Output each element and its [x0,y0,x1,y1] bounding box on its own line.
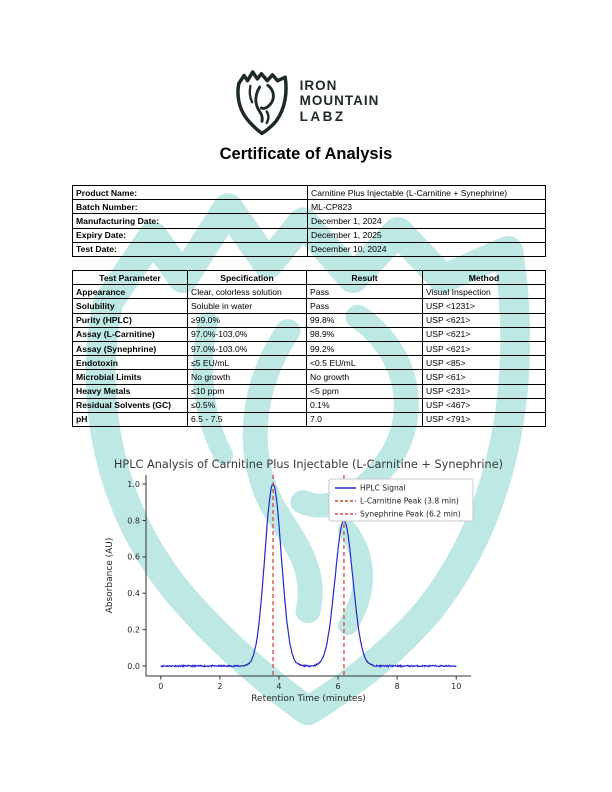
hplc-chromatogram-chart: HPLC Analysis of Carnitine Plus Injectab… [105,458,503,704]
svg-text:0.4: 0.4 [127,589,140,598]
specification-cell: 6.5 - 7.5 [187,411,307,428]
test-parameter-cell: Assay (Synephrine) [72,340,188,357]
specification-cell: Clear, colorless solution [187,284,307,300]
brand-header: IRON MOUNTAIN LABZ [0,66,612,136]
result-cell: 0.1% [306,397,423,413]
method-cell: USP <621> [422,312,546,328]
svg-text:Synephrine Peak (6.2 min): Synephrine Peak (6.2 min) [360,510,461,519]
table-row: Endotoxin ≤5 EU/mL <0.5 EU/mL USP <85> [72,355,546,371]
svg-text:L-Carnitine Peak (3.8 min): L-Carnitine Peak (3.8 min) [360,497,459,506]
svg-text:4: 4 [276,682,281,691]
brand-wordmark: IRON MOUNTAIN LABZ [300,78,380,125]
test-parameter-cell: Heavy Metals [72,383,188,399]
result-cell: Pass [306,284,423,300]
field-value: Carnitine Plus Injectable (L-Carnitine +… [307,184,546,201]
svg-text:0.6: 0.6 [127,553,140,562]
result-cell: 7.0 [306,411,423,428]
result-cell: <5 ppm [306,383,423,399]
test-parameter-cell: Assay (L-Carnitine) [72,326,188,342]
specification-cell: ≤5 EU/mL [187,355,307,371]
specification-cell: Soluble in water [187,298,307,314]
brand-word-iron: IRON [299,77,338,93]
test-parameter-cell: Residual Solvents (GC) [72,397,188,413]
method-cell: Visual Inspection [422,284,546,300]
table-row: Residual Solvents (GC) ≤0.5% 0.1% USP <4… [72,397,546,413]
specification-cell: ≤10 ppm [187,383,307,399]
method-cell: USP <467> [422,397,546,413]
brand-word-labz: LABZ [299,108,346,124]
specification-cell: ≥99.0% [187,312,307,328]
field-value: December 10, 2024 [307,241,546,257]
col-header-result: Result [306,269,423,286]
specification-cell: ≤0.5% [187,397,307,413]
result-cell: <0.5 EU/mL [306,355,423,371]
table-header-row: Test Parameter Specification Result Meth… [72,269,546,286]
table-row: Product Name: Carnitine Plus Injectable … [72,184,546,201]
field-label: Test Date: [72,241,308,257]
table-row: Expiry Date: December 1, 2025 [72,227,546,243]
specification-cell: 97.0%-103.0% [187,340,307,357]
table-row: pH 6.5 - 7.5 7.0 USP <791> [72,411,546,428]
field-value: December 1, 2024 [307,213,546,229]
col-header-specification: Specification [187,269,307,286]
test-results-table: Test Parameter Specification Result Meth… [72,269,546,428]
field-label: Manufacturing Date: [72,213,308,229]
specification-cell: 97.0%-103.0% [187,326,307,342]
svg-text:1.0: 1.0 [127,480,140,489]
product-info-table: Product Name: Carnitine Plus Injectable … [72,184,546,257]
method-cell: USP <621> [422,340,546,357]
field-label: Expiry Date: [72,227,308,243]
result-cell: No growth [306,369,423,385]
svg-text:HPLC Analysis of Carnitine Plu: HPLC Analysis of Carnitine Plus Injectab… [114,458,503,471]
table-row: Heavy Metals ≤10 ppm <5 ppm USP <231> [72,383,546,399]
method-cell: USP <791> [422,411,546,428]
svg-text:Absorbance (AU): Absorbance (AU) [105,538,115,614]
table-row: Assay (Synephrine) 97.0%-103.0% 99.2% US… [72,340,546,357]
test-parameter-cell: pH [72,411,188,428]
method-cell: USP <85> [422,355,546,371]
svg-text:0.0: 0.0 [127,662,140,671]
table-row: Assay (L-Carnitine) 97.0%-103.0% 98.9% U… [72,326,546,342]
svg-text:6: 6 [335,682,340,691]
svg-text:10: 10 [451,682,461,691]
table-row: Manufacturing Date: December 1, 2024 [72,213,546,229]
field-label: Product Name: [72,184,308,201]
mountain-shield-logo-icon [233,66,291,136]
field-label: Batch Number: [72,199,308,215]
table-row: Microbial Limits No growth No growth USP… [72,369,546,385]
result-cell: 99.2% [306,340,423,357]
brand-word-mountain: MOUNTAIN [299,93,380,109]
svg-text:0.8: 0.8 [127,516,140,525]
page-title: Certificate of Analysis [219,145,393,163]
method-cell: USP <1231> [422,298,546,314]
table-row: Appearance Clear, colorless solution Pas… [72,284,546,300]
test-parameter-cell: Microbial Limits [72,369,188,385]
method-cell: USP <621> [422,326,546,342]
table-row: Test Date: December 10, 2024 [72,241,546,257]
svg-text:HPLC Signal: HPLC Signal [360,484,406,493]
method-cell: USP <231> [422,383,546,399]
table-row: Purity (HPLC) ≥99.0% 99.8% USP <621> [72,312,546,328]
svg-text:0: 0 [158,682,163,691]
field-value: December 1, 2025 [307,227,546,243]
table-row: Batch Number: ML-CP823 [72,199,546,215]
table-row: Solubility Soluble in water Pass USP <12… [72,298,546,314]
field-value: ML-CP823 [307,199,546,215]
col-header-method: Method [422,269,546,286]
test-parameter-cell: Endotoxin [72,355,188,371]
col-header-test-parameter: Test Parameter [72,269,188,286]
svg-text:0.2: 0.2 [127,625,140,634]
method-cell: USP <61> [422,369,546,385]
svg-text:2: 2 [217,682,222,691]
test-parameter-cell: Purity (HPLC) [72,312,188,328]
result-cell: 99.8% [306,312,423,328]
result-cell: 98.9% [306,326,423,342]
specification-cell: No growth [187,369,307,385]
svg-text:8: 8 [395,682,400,691]
test-parameter-cell: Appearance [72,284,188,300]
result-cell: Pass [306,298,423,314]
svg-text:Retention Time (minutes): Retention Time (minutes) [251,694,366,704]
test-parameter-cell: Solubility [72,298,188,314]
